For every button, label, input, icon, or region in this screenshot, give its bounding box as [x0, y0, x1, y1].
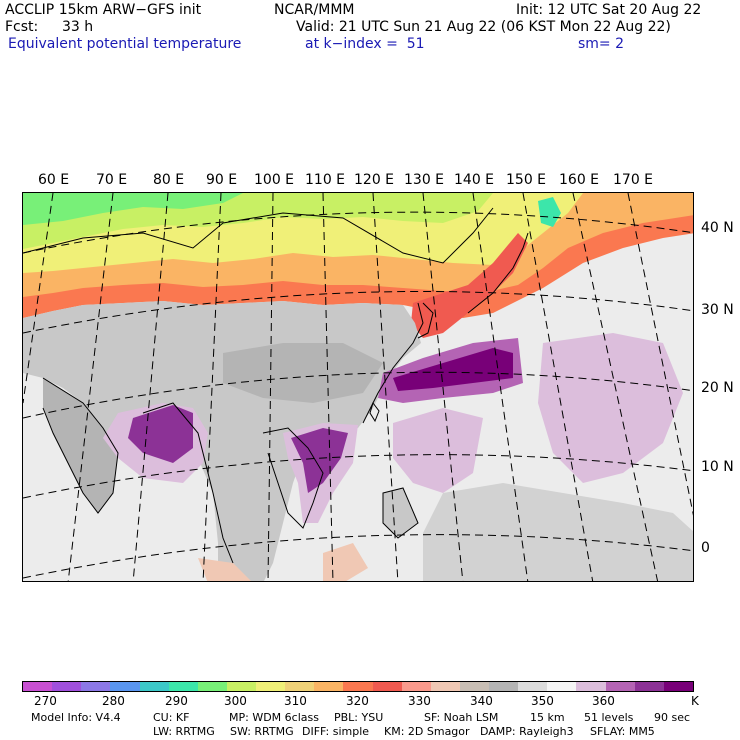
- colorbar-swatch: [343, 682, 373, 691]
- colorbar-swatch: [459, 682, 489, 691]
- lon-label: 80 E: [153, 172, 185, 188]
- colorbar-swatch: [547, 682, 577, 691]
- colorbar-tick: 270: [34, 694, 57, 708]
- lat-label: 20 N: [701, 380, 734, 396]
- south-china-sea-core: [291, 428, 348, 493]
- lon-label: 120 E: [354, 172, 395, 188]
- footer-diff: DIFF: simple: [302, 725, 370, 738]
- india-peninsula: [43, 378, 118, 513]
- longitude-gridlines: [23, 193, 693, 581]
- colorbar-swatch: [314, 682, 344, 691]
- footer-damp: DAMP: Rayleigh3: [480, 725, 574, 738]
- colorbar-tick: 290: [165, 694, 188, 708]
- pacific-light-region: [538, 333, 683, 483]
- colorbar-tick: 330: [408, 694, 431, 708]
- colorbar-tick: 320: [346, 694, 369, 708]
- colorbar-tick: 350: [531, 694, 554, 708]
- colorbar-swatch: [81, 682, 111, 691]
- footer-resolution: 15 km: [530, 711, 565, 724]
- colorbar-swatch: [663, 682, 693, 691]
- warm-spot-teal: [538, 197, 561, 227]
- coastlines: [23, 207, 529, 564]
- pacific-gray-region: [423, 483, 693, 581]
- colorbar-tick: 310: [284, 694, 307, 708]
- pacific-purple-core: [393, 348, 513, 391]
- lon-label: 160 E: [559, 172, 600, 188]
- colorbar-swatch: [401, 682, 431, 691]
- footer-sw: SW: RRTMG: [230, 725, 294, 738]
- colorbar-swatch: [168, 682, 198, 691]
- korea-japan-region: [411, 233, 528, 338]
- colorbar-swatch: [110, 682, 140, 691]
- lon-label: 90 E: [206, 172, 238, 188]
- colorbar-swatch: [605, 682, 635, 691]
- bay-of-bengal-core: [128, 405, 193, 463]
- colorbar-swatch: [285, 682, 315, 691]
- borneo-island: [323, 543, 368, 581]
- map-canvas: [23, 193, 693, 581]
- colorbar-swatch: [226, 682, 256, 691]
- footer-sflay: SFLAY: MM5: [590, 725, 655, 738]
- footer-timestep: 90 sec: [654, 711, 691, 724]
- colorbar-tick: 340: [470, 694, 493, 708]
- colorbar-swatch: [518, 682, 548, 691]
- lon-label: 60 E: [38, 172, 70, 188]
- colorbar-swatch: [489, 682, 519, 691]
- lon-label: 100 E: [254, 172, 295, 188]
- lon-label: 110 E: [305, 172, 346, 188]
- footer-pbl: PBL: YSU: [334, 711, 384, 724]
- footer-km: KM: 2D Smagor: [384, 725, 470, 738]
- colorbar-unit: K: [691, 694, 699, 708]
- field-name: Equivalent potential temperature: [8, 36, 242, 52]
- lat-label: 40 N: [701, 220, 734, 236]
- org-label: NCAR/MMM: [274, 2, 355, 18]
- lat-label: 30 N: [701, 302, 734, 318]
- colorbar-tick: 360: [592, 694, 615, 708]
- colorbar-swatch: [23, 682, 53, 691]
- footer-model-info: Model Info: V4.4: [31, 711, 121, 724]
- model-title: ACCLIP 15km ARW−GFS init: [5, 2, 202, 18]
- smoothing-label: sm= 2: [578, 36, 625, 52]
- level-label: at k−index = 51: [305, 36, 425, 52]
- lat-label: 0: [701, 540, 710, 556]
- lon-label: 70 E: [96, 172, 128, 188]
- footer-lw: LW: RRTMG: [153, 725, 215, 738]
- init-time: Init: 12 UTC Sat 20 Aug 22: [516, 2, 702, 18]
- inland-patch: [223, 343, 383, 403]
- warm-band-green: [23, 193, 243, 225]
- colorbar-swatch: [372, 682, 402, 691]
- footer-cu: CU: KF: [153, 711, 190, 724]
- colorbar-tick: 280: [102, 694, 125, 708]
- valid-time: Valid: 21 UTC Sun 21 Aug 22 (06 KST Mon …: [296, 19, 671, 35]
- footer-levels: 51 levels: [584, 711, 634, 724]
- latitude-gridlines: [23, 211, 693, 579]
- colorbar-swatch: [139, 682, 169, 691]
- forecast-label: Fcst:: [5, 19, 39, 35]
- footer-sf: SF: Noah LSM: [424, 711, 499, 724]
- lon-label: 150 E: [506, 172, 547, 188]
- forecast-hours: 33 h: [62, 19, 94, 35]
- theta-e-map: [22, 192, 694, 582]
- lon-label: 130 E: [404, 172, 445, 188]
- lon-label: 140 E: [454, 172, 495, 188]
- colorbar-swatch: [576, 682, 606, 691]
- sumatra-island: [198, 558, 251, 581]
- colorbar: [22, 681, 694, 692]
- colorbar-swatch: [52, 682, 82, 691]
- lon-label: 170 E: [613, 172, 654, 188]
- lat-label: 10 N: [701, 459, 734, 475]
- colorbar-tick: 300: [224, 694, 247, 708]
- philippines-island: [383, 488, 418, 538]
- footer-mp: MP: WDM 6class: [229, 711, 319, 724]
- philippine-sea-light: [393, 408, 483, 493]
- colorbar-swatch: [197, 682, 227, 691]
- colorbar-swatch: [430, 682, 460, 691]
- colorbar-swatch: [256, 682, 286, 691]
- colorbar-swatch: [634, 682, 664, 691]
